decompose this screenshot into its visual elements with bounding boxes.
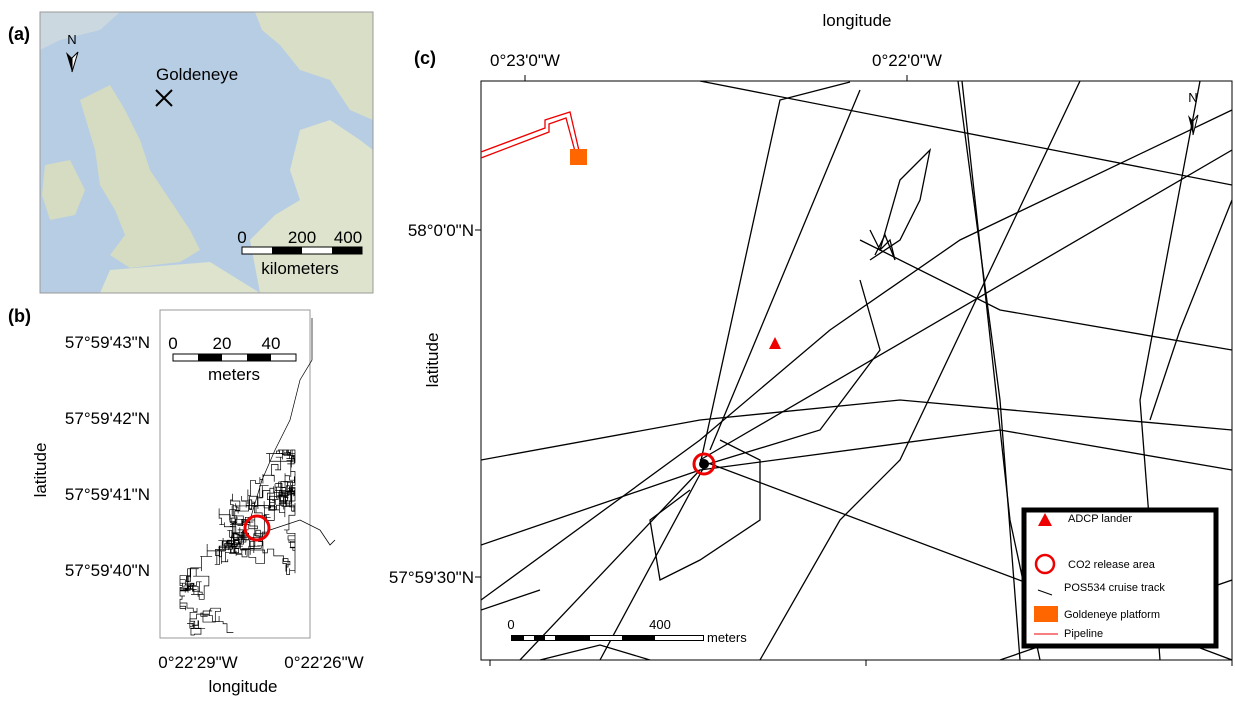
- y-axis-title: latitude: [423, 333, 442, 388]
- scale-bar: [511, 635, 704, 641]
- north-label: N: [67, 32, 76, 47]
- legend-label: ADCP lander: [1068, 513, 1132, 525]
- y-tick-label: 57°59'43"N: [65, 333, 150, 352]
- platform-marker: [570, 149, 587, 165]
- x-tick-label: 0°22'0"W: [872, 51, 942, 70]
- scale-unit: meters: [707, 630, 747, 645]
- panel-label: (a): [8, 24, 30, 44]
- site-label: Goldeneye: [156, 65, 238, 84]
- scale-bar: [242, 247, 362, 254]
- y-tick-label: 57°59'30"N: [389, 568, 474, 587]
- legend: [1024, 510, 1216, 646]
- y-tick-label: 57°59'42"N: [65, 409, 150, 428]
- panel-label: (c): [414, 48, 436, 68]
- scale-label: 40: [262, 334, 281, 353]
- scale-label: 0: [507, 617, 514, 632]
- y-tick-label: 57°59'40"N: [65, 561, 150, 580]
- scale-label: 0: [168, 334, 177, 353]
- scale-label: 200: [288, 228, 316, 247]
- x-axis-title: longitude: [208, 677, 277, 696]
- y-axis-title: latitude: [31, 443, 50, 498]
- scale-label: 20: [213, 334, 232, 353]
- scale-unit: meters: [208, 365, 260, 384]
- x-tick-label: 0°22'26"W: [284, 653, 363, 672]
- y-tick-label: 58°0'0"N: [408, 221, 474, 240]
- legend-label: POS534 cruise track: [1064, 582, 1165, 594]
- scale-unit: kilometers: [261, 259, 338, 278]
- scale-label: 400: [334, 228, 362, 247]
- legend-label: Pipeline: [1064, 628, 1103, 640]
- scale-label: 400: [649, 617, 671, 632]
- x-tick-label: 0°23'0"W: [490, 51, 560, 70]
- x-tick-label: 0°22'29"W: [158, 653, 237, 672]
- scale-label: 0: [237, 228, 246, 247]
- north-label: N: [1188, 90, 1197, 105]
- figure: (a) N Goldeneye 0 200 400 kilometers (b)…: [0, 0, 1235, 696]
- scale-bar: [173, 354, 296, 361]
- legend-label: CO2 release area: [1068, 559, 1156, 571]
- x-axis-title: longitude: [822, 11, 891, 30]
- y-tick-label: 57°59'41"N: [65, 485, 150, 504]
- release-point: [699, 459, 709, 469]
- legend-label: Goldeneye platform: [1064, 609, 1160, 621]
- panel-label: (b): [8, 306, 31, 326]
